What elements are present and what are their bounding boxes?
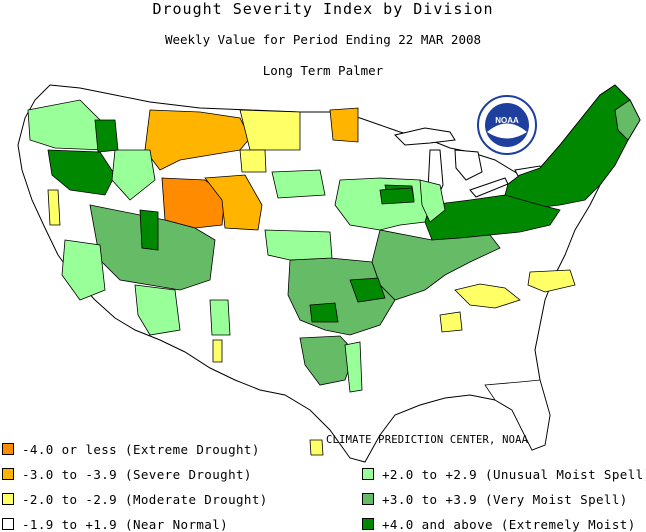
noaa-logo: NOAA [477, 95, 537, 155]
legend-swatch [362, 468, 374, 480]
index-name: Long Term Palmer [262, 63, 384, 78]
legend-label: -3.0 to -3.9 (Severe Drought) [22, 466, 252, 482]
division-maine-coast [614, 99, 641, 141]
division-kansas [264, 229, 333, 261]
division-minnesota-severe [329, 107, 359, 143]
noaa-logo-text: NOAA [495, 116, 519, 125]
division-montana-moderate [239, 109, 301, 151]
division-oregon-moderate [47, 189, 61, 226]
division-arizona-south [209, 299, 231, 336]
division-carolina-moderate [527, 269, 576, 293]
legend-label: -1.9 to +1.9 (Near Normal) [22, 516, 229, 532]
legend-label: -4.0 or less (Extreme Drought) [22, 441, 260, 457]
division-tennessee-moderate [454, 283, 521, 309]
division-new-mexico-moderate [212, 339, 223, 363]
legend-item: +2.0 to +2.9 (Unusual Moist Spell) [362, 466, 646, 482]
division-california-east [61, 239, 106, 301]
lake-huron [454, 149, 483, 181]
division-wyoming-severe [204, 174, 263, 231]
division-ohio-valley [424, 194, 561, 241]
legend-label: +2.0 to +2.9 (Unusual Moist Spell) [382, 466, 646, 482]
division-idaho-extreme [94, 119, 119, 153]
division-north-dakota-moderate [239, 149, 267, 173]
division-ozarks-extreme-1 [349, 277, 386, 303]
legend-swatch [2, 468, 14, 480]
division-arizona-north [134, 284, 181, 336]
division-nebraska [271, 169, 326, 199]
map-subtitle: Weekly Value for Period Ending 22 MAR 20… [164, 32, 482, 47]
division-colorado-extreme [139, 209, 159, 251]
legend-swatch [362, 493, 374, 505]
division-montana-severe [144, 109, 251, 171]
legend-label: -2.0 to -2.9 (Moderate Drought) [22, 491, 268, 507]
lake-superior [394, 127, 456, 146]
legend-item: -2.0 to -2.9 (Moderate Drought) [2, 491, 268, 507]
credit-line: CLIMATE PREDICTION CENTER, NOAA [326, 434, 529, 446]
legend-item: -3.0 to -3.9 (Severe Drought) [2, 466, 252, 482]
division-south-dakota-extreme [379, 187, 415, 205]
legend-swatch [362, 518, 374, 530]
legend-label: +4.0 and above (Extremely Moist) [382, 516, 636, 532]
legend-item: +3.0 to +3.9 (Very Moist Spell) [362, 491, 628, 507]
division-texas-unusual [344, 341, 363, 393]
legend-swatch [2, 493, 14, 505]
division-illinois [419, 179, 446, 223]
division-ozarks-extreme-2 [309, 302, 339, 323]
division-georgia-moderate [439, 311, 463, 333]
map-title: Drought Severity Index by Division [152, 0, 494, 18]
division-texas-moist [299, 335, 356, 386]
legend-label: +3.0 to +3.9 (Very Moist Spell) [382, 491, 628, 507]
legend-swatch [2, 443, 14, 455]
division-florida-moderate [309, 439, 324, 456]
legend-item: -1.9 to +1.9 (Near Normal) [2, 516, 228, 532]
legend-item: -4.0 or less (Extreme Drought) [2, 441, 260, 457]
division-florida [484, 379, 551, 451]
legend-swatch [2, 518, 14, 530]
division-oregon-moist [111, 149, 156, 201]
